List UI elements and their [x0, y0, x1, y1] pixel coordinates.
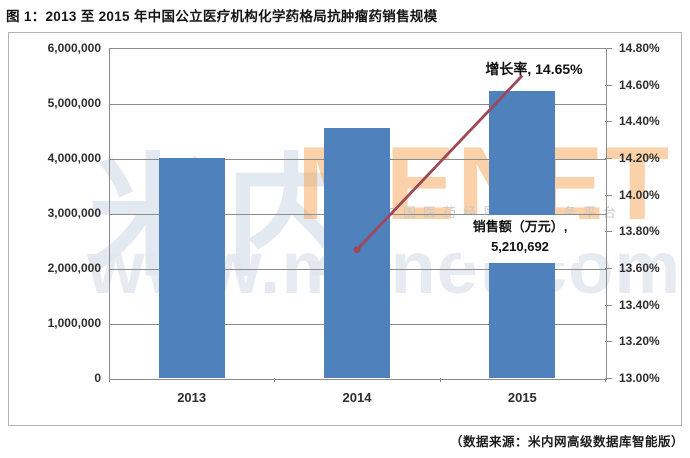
y2-axis-tick — [605, 304, 612, 306]
y-axis-label: 0 — [94, 371, 101, 385]
y2-axis-label: 13.80% — [619, 224, 660, 239]
x-axis-label-2013: 2013 — [177, 390, 207, 405]
y2-axis-label: 14.40% — [619, 114, 660, 129]
page-title: 图 1：2013 至 2015 年中国公立医疗机构化学药格局抗肿瘤药销售规模 — [6, 9, 438, 24]
x-axis-label-2014: 2014 — [342, 390, 372, 405]
y2-axis-tick — [605, 231, 612, 233]
y2-axis-tick — [605, 121, 612, 123]
y2-axis-tick — [605, 341, 612, 343]
y2-axis-label: 13.20% — [619, 334, 660, 349]
y-axis-label: 2,000,000 — [47, 261, 101, 275]
y2-axis-tick — [605, 84, 612, 86]
y2-axis-label: 13.60% — [619, 261, 660, 275]
x-axis-tick — [439, 378, 441, 382]
bar-2013 — [158, 158, 225, 378]
source-note: （数据来源：米内网高级数据库智能版） — [449, 435, 684, 449]
y2-axis-label: 14.60% — [619, 77, 660, 92]
y2-axis-label: 14.00% — [619, 187, 660, 202]
y2-axis-label: 14.20% — [619, 151, 660, 165]
y2-axis-tick — [605, 194, 612, 196]
y2-axis-label: 13.40% — [619, 297, 660, 312]
y2-axis-label: 14.80% — [619, 41, 660, 55]
y2-axis-tick — [605, 378, 612, 379]
y2-axis-tick — [605, 48, 612, 49]
growth-rate-annotation: 增长率, 14.65% — [485, 61, 583, 77]
x-axis-tick — [109, 378, 110, 382]
y-axis-label: 1,000,000 — [47, 316, 101, 330]
bar-2014 — [324, 128, 390, 378]
y2-axis-tick — [605, 158, 612, 159]
x-axis-label-2015: 2015 — [507, 390, 537, 405]
y-axis-label: 3,000,000 — [47, 206, 101, 220]
y2-axis-tick — [605, 268, 612, 269]
chart-area: 米内 MENET www.menet.com 中国医药经贸信息服务平台 增长率,… — [8, 32, 682, 426]
y-axis-label: 5,000,000 — [47, 96, 101, 110]
y2-axis-label: 13.00% — [619, 371, 660, 385]
x-axis-tick — [274, 378, 276, 382]
x-axis-tick — [605, 378, 606, 382]
sales-value-annotation: 销售额（万元）, 5,210,692 — [461, 215, 579, 263]
y-axis-label: 4,000,000 — [47, 151, 101, 165]
y-axis-label: 6,000,000 — [47, 41, 101, 55]
